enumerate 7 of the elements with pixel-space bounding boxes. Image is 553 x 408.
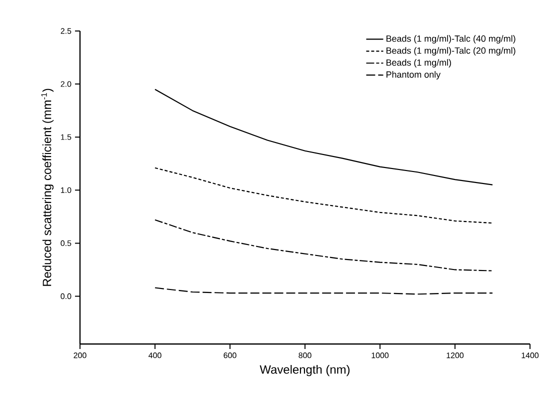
- legend-label: Beads (1 mg/ml): [386, 59, 451, 68]
- legend-label: Beads (1 mg/ml)-Talc (20 mg/ml): [386, 47, 516, 56]
- x-axis-title: Wavelength (nm): [260, 364, 350, 376]
- legend-label: Phantom only: [386, 71, 441, 80]
- line-series: [154, 88, 494, 186]
- y-axis-title: Reduced scattering coefficient (mm$^{-1}$): [41, 88, 54, 286]
- legend-label: Beads (1 mg/ml)-Talc (40 mg/ml): [386, 35, 516, 44]
